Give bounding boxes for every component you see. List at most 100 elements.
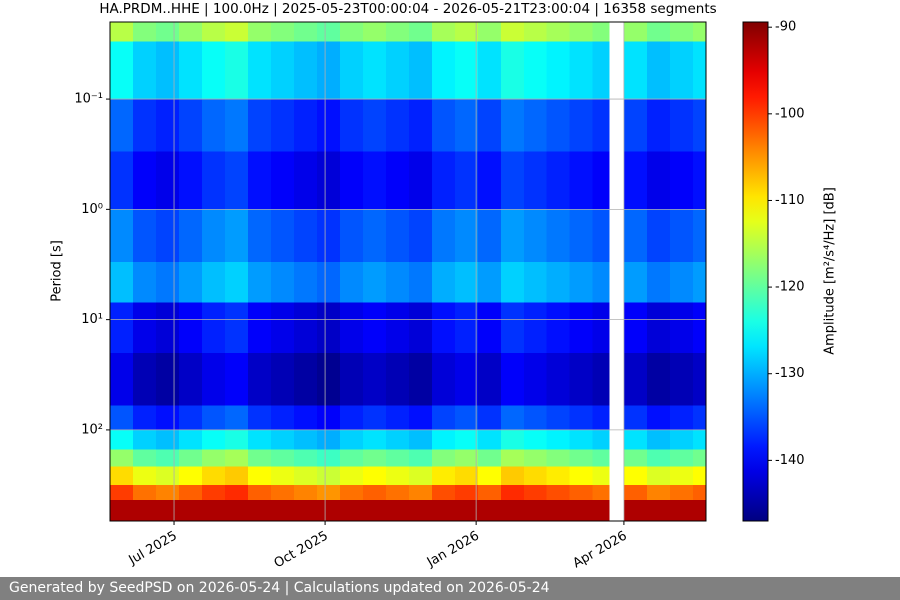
spectrogram-cell bbox=[178, 151, 203, 210]
spectrogram-cell bbox=[408, 449, 433, 467]
spectrogram-cell bbox=[270, 466, 295, 486]
spectrogram-cell bbox=[669, 499, 694, 522]
spectrogram-cell bbox=[569, 466, 594, 486]
spectrogram-cell bbox=[224, 209, 249, 263]
spectrogram-cell bbox=[669, 484, 694, 501]
spectrogram-cell bbox=[178, 429, 203, 450]
spectrogram-cell bbox=[431, 99, 456, 153]
spectrogram-cell bbox=[224, 41, 249, 100]
spectrogram-cell bbox=[523, 466, 548, 486]
spectrogram-cell bbox=[646, 499, 671, 522]
spectrogram-cell bbox=[132, 405, 157, 431]
spectrogram-cell bbox=[201, 151, 226, 210]
spectrogram-cell bbox=[477, 352, 502, 406]
spectrogram-cell bbox=[408, 352, 433, 406]
spectrogram-cell bbox=[454, 352, 479, 406]
spectrogram-cell bbox=[569, 99, 594, 153]
spectrogram-cell bbox=[408, 151, 433, 210]
spectrogram-cell bbox=[339, 209, 364, 263]
spectrogram-cell bbox=[270, 22, 295, 42]
spectrogram-cell bbox=[201, 405, 226, 431]
spectrogram-cell bbox=[293, 302, 318, 354]
spectrogram-cell bbox=[132, 449, 157, 467]
spectrogram-cell bbox=[546, 99, 571, 153]
spectrogram-cell bbox=[293, 99, 318, 153]
spectrogram-cell bbox=[523, 352, 548, 406]
spectrogram-cell bbox=[646, 261, 671, 303]
spectrogram-cell bbox=[669, 151, 694, 210]
spectrogram-cell bbox=[623, 41, 648, 100]
spectrogram-cell bbox=[247, 499, 272, 522]
spectrogram-cell bbox=[201, 449, 226, 467]
spectrogram-cell bbox=[623, 484, 648, 501]
spectrogram-cell bbox=[623, 209, 648, 263]
spectrogram-cell bbox=[523, 99, 548, 153]
spectrogram-cell bbox=[201, 429, 226, 450]
spectrogram-cell bbox=[569, 151, 594, 210]
spectrogram-cell bbox=[623, 429, 648, 450]
spectrogram-cell bbox=[592, 99, 610, 153]
spectrogram-cell bbox=[523, 429, 548, 450]
spectrogram-cell bbox=[224, 484, 249, 501]
spectrogram-cell bbox=[247, 261, 272, 303]
spectrogram-cell bbox=[178, 22, 203, 42]
spectrogram-cell bbox=[362, 405, 387, 431]
colorbar bbox=[742, 21, 769, 522]
spectrogram-cell bbox=[293, 261, 318, 303]
spectrogram-cell bbox=[477, 209, 502, 263]
spectrogram-cell bbox=[362, 352, 387, 406]
spectrogram-cell bbox=[454, 209, 479, 263]
spectrogram-cell bbox=[247, 484, 272, 501]
spectrogram-cell bbox=[339, 151, 364, 210]
spectrogram-cell bbox=[385, 302, 410, 354]
spectrogram-cell bbox=[224, 261, 249, 303]
spectrogram-cell bbox=[201, 466, 226, 486]
spectrogram-cell bbox=[110, 449, 134, 467]
spectrogram-cell bbox=[339, 499, 364, 522]
spectrogram-cell bbox=[500, 484, 525, 501]
spectrogram-cell bbox=[316, 405, 341, 431]
spectrogram-cell bbox=[132, 499, 157, 522]
spectrogram-cell bbox=[316, 302, 341, 354]
spectrogram-cell bbox=[646, 484, 671, 501]
spectrogram-cell bbox=[362, 41, 387, 100]
spectrogram-cell bbox=[155, 151, 180, 210]
spectrogram-cell bbox=[224, 99, 249, 153]
spectrogram-cell bbox=[546, 449, 571, 467]
spectrogram-cell bbox=[431, 22, 456, 42]
spectrogram-cell bbox=[669, 466, 694, 486]
spectrogram-cell bbox=[408, 41, 433, 100]
spectrogram-cell bbox=[316, 261, 341, 303]
spectrogram-cell bbox=[592, 151, 610, 210]
spectrogram-cell bbox=[270, 405, 295, 431]
spectrogram-cell bbox=[362, 22, 387, 42]
spectrogram-cell bbox=[500, 466, 525, 486]
spectrogram-cell bbox=[669, 209, 694, 263]
spectrogram-cell bbox=[431, 429, 456, 450]
spectrogram-cell bbox=[692, 466, 707, 486]
spectrogram-cell bbox=[431, 209, 456, 263]
spectrogram-cell bbox=[646, 99, 671, 153]
x-tick-label: Apr 2026 bbox=[570, 529, 629, 572]
spectrogram-cell bbox=[623, 151, 648, 210]
spectrogram-cell bbox=[224, 22, 249, 42]
spectrogram-cell bbox=[247, 41, 272, 100]
spectrogram-cell bbox=[316, 99, 341, 153]
spectrogram-cell bbox=[385, 405, 410, 431]
spectrogram-cell bbox=[293, 499, 318, 522]
spectrogram-cell bbox=[408, 429, 433, 450]
spectrogram-cell bbox=[692, 22, 707, 42]
spectrogram-cell bbox=[270, 151, 295, 210]
spectrogram-cell bbox=[132, 429, 157, 450]
spectrogram-cell bbox=[408, 466, 433, 486]
spectrogram-cell bbox=[224, 449, 249, 467]
spectrogram-cell bbox=[339, 449, 364, 467]
spectrogram-cell bbox=[408, 261, 433, 303]
spectrogram-cell bbox=[155, 99, 180, 153]
spectrogram-cell bbox=[110, 261, 134, 303]
spectrogram-cell bbox=[224, 151, 249, 210]
spectrogram-cell bbox=[362, 261, 387, 303]
spectrogram-cell bbox=[270, 209, 295, 263]
spectrogram-cell bbox=[110, 466, 134, 486]
